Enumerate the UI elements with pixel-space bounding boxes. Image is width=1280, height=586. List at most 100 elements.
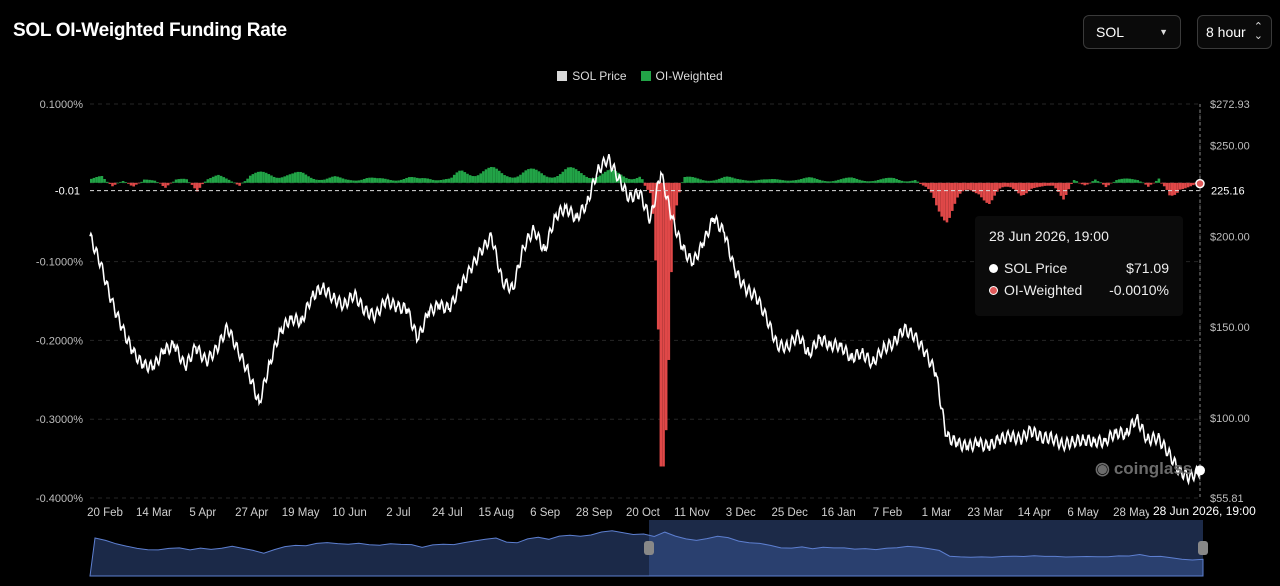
navigator-left-handle[interactable] xyxy=(644,541,654,555)
funding-bar xyxy=(1022,182,1026,196)
funding-bar xyxy=(1115,180,1118,183)
funding-bar xyxy=(392,180,395,183)
funding-bar xyxy=(837,179,840,183)
x-tick-label: 16 Jan xyxy=(821,507,856,519)
funding-bar xyxy=(503,175,506,183)
funding-bar xyxy=(90,178,93,183)
funding-bar xyxy=(585,176,588,183)
interval-select[interactable]: 8 hour ⌃ ⌄ xyxy=(1197,15,1272,49)
funding-bar xyxy=(845,177,848,183)
funding-bar xyxy=(354,180,358,183)
funding-bar xyxy=(1094,179,1097,183)
funding-bar xyxy=(291,173,294,183)
funding-bar xyxy=(325,178,329,183)
funding-bar xyxy=(241,182,244,184)
navigator-right-handle[interactable] xyxy=(1198,541,1208,555)
funding-bar xyxy=(410,177,414,183)
funding-bar xyxy=(1125,178,1129,183)
funding-bar xyxy=(524,170,528,183)
funding-bar xyxy=(238,182,241,186)
interval-select-value: 8 hour xyxy=(1206,24,1246,40)
funding-bar xyxy=(209,178,212,183)
funding-bar xyxy=(1086,182,1089,185)
funding-bar xyxy=(405,177,408,183)
funding-bar xyxy=(765,179,769,183)
funding-bar xyxy=(799,178,803,183)
funding-bar xyxy=(362,178,366,183)
funding-bar xyxy=(635,178,639,183)
funding-bar xyxy=(471,176,475,183)
symbol-select[interactable]: SOL ▼ xyxy=(1083,15,1181,49)
x-tick-label: 6 Sep xyxy=(530,507,560,519)
funding-bar xyxy=(1147,182,1150,187)
coinglass-watermark: ◉ coinglass xyxy=(1095,459,1192,479)
legend-item-oi[interactable]: OI-Weighted xyxy=(640,69,723,83)
funding-bar xyxy=(980,182,983,198)
x-tick-label: 5 Apr xyxy=(189,507,216,519)
funding-bar xyxy=(132,182,135,187)
funding-bar xyxy=(643,182,647,186)
funding-bar xyxy=(911,180,914,183)
funding-bar xyxy=(339,177,342,183)
tooltip-dot-oi xyxy=(989,285,998,295)
funding-bar xyxy=(463,172,467,183)
funding-bar xyxy=(267,174,271,183)
funding-bar xyxy=(124,182,128,183)
funding-bar xyxy=(521,172,525,183)
funding-bar xyxy=(1170,182,1174,196)
funding-bar xyxy=(794,180,798,183)
funding-bar xyxy=(762,179,766,183)
funding-bar xyxy=(884,178,888,183)
funding-bar xyxy=(638,176,641,183)
y-right-tick-label: $200.00 xyxy=(1210,231,1250,243)
funding-bar xyxy=(1141,182,1145,184)
funding-bar xyxy=(675,182,679,206)
funding-bar xyxy=(1056,182,1060,192)
funding-bar xyxy=(860,180,864,183)
funding-bar xyxy=(1181,182,1185,190)
funding-bar xyxy=(548,177,551,183)
funding-bar xyxy=(1176,182,1179,193)
funding-bar xyxy=(821,180,824,183)
tooltip-value-oi: -0.0010% xyxy=(1109,282,1169,298)
funding-bar xyxy=(357,180,361,183)
funding-bar xyxy=(699,179,702,183)
x-tick-label: 11 Nov xyxy=(674,507,710,519)
funding-bar xyxy=(1048,182,1052,186)
tooltip-title: 28 Jun 2026, 19:00 xyxy=(989,228,1109,244)
funding-bar xyxy=(691,177,694,183)
funding-bar xyxy=(1014,182,1018,191)
funding-bar xyxy=(940,182,943,217)
funding-bar xyxy=(1109,182,1113,184)
funding-bar xyxy=(293,172,297,183)
funding-bar xyxy=(185,179,188,183)
crosshair-y-right-label: 225.16 xyxy=(1211,186,1245,198)
funding-bar xyxy=(482,171,485,183)
funding-bar xyxy=(1025,182,1028,194)
funding-bar xyxy=(543,175,546,183)
funding-bar xyxy=(1112,181,1116,183)
funding-bar xyxy=(561,171,565,183)
funding-bar xyxy=(195,182,199,192)
funding-bar xyxy=(852,178,856,183)
funding-bar xyxy=(1054,182,1057,189)
funding-bar xyxy=(1162,182,1166,187)
funding-bar xyxy=(805,177,808,183)
funding-bar xyxy=(662,182,665,467)
funding-bar xyxy=(262,171,265,183)
funding-bar xyxy=(580,173,583,183)
price-line xyxy=(89,154,1201,486)
funding-bar xyxy=(752,180,755,183)
funding-bar xyxy=(802,178,806,183)
funding-bar xyxy=(1080,182,1084,185)
funding-bar xyxy=(672,182,676,221)
funding-bar xyxy=(468,175,472,183)
funding-bar xyxy=(966,182,970,190)
funding-bar xyxy=(320,179,324,183)
legend-item-price[interactable]: SOL Price xyxy=(557,69,627,83)
funding-bar xyxy=(500,173,504,183)
funding-bar xyxy=(368,177,371,183)
funding-bar xyxy=(823,181,827,183)
funding-bar xyxy=(569,167,573,183)
